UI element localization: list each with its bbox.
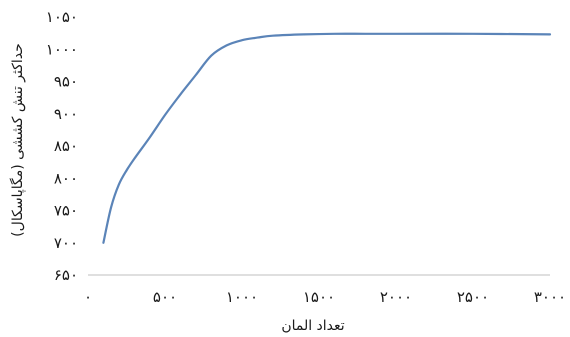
y-tick-label: ۶۵۰ xyxy=(54,266,78,284)
y-tick-label: ۱۰۵۰ xyxy=(46,8,78,26)
y-axis-title: حداکثر تنش کششی (مگاپاسکال) xyxy=(9,43,26,237)
x-tick-label: ۱۵۰۰ xyxy=(303,288,335,306)
x-tick-label: ۵۰۰ xyxy=(153,288,177,306)
y-tick-label: ۹۰۰ xyxy=(54,105,78,123)
y-tick-label: ۱۰۰۰ xyxy=(46,40,78,58)
x-tick-labels: ۰ ۵۰۰ ۱۰۰۰ ۱۵۰۰ ۲۰۰۰ ۲۵۰۰ ۳۰۰۰ xyxy=(84,288,566,306)
x-tick-label: ۲۰۰۰ xyxy=(380,288,412,306)
x-axis-title: تعداد المان xyxy=(281,318,344,334)
y-tick-label: ۸۰۰ xyxy=(54,169,78,187)
x-tick-label: ۱۰۰۰ xyxy=(226,288,258,306)
series-group xyxy=(102,32,552,244)
series-line-0 xyxy=(102,32,552,244)
y-tick-labels: ۶۵۰ ۷۰۰ ۷۵۰ ۸۰۰ ۸۵۰ ۹۰۰ ۹۵۰ ۱۰۰۰ ۱۰۵۰ xyxy=(46,8,78,284)
y-tick-label: ۹۵۰ xyxy=(54,73,78,91)
x-tick-label: ۳۰۰۰ xyxy=(534,288,566,306)
y-tick-label: ۸۵۰ xyxy=(54,137,78,155)
plot-area xyxy=(88,32,552,276)
y-tick-label: ۷۵۰ xyxy=(54,202,78,220)
x-tick-label: ۰ xyxy=(84,288,92,306)
x-tick-label: ۲۵۰۰ xyxy=(457,288,489,306)
y-tick-label: ۷۰۰ xyxy=(54,234,78,252)
